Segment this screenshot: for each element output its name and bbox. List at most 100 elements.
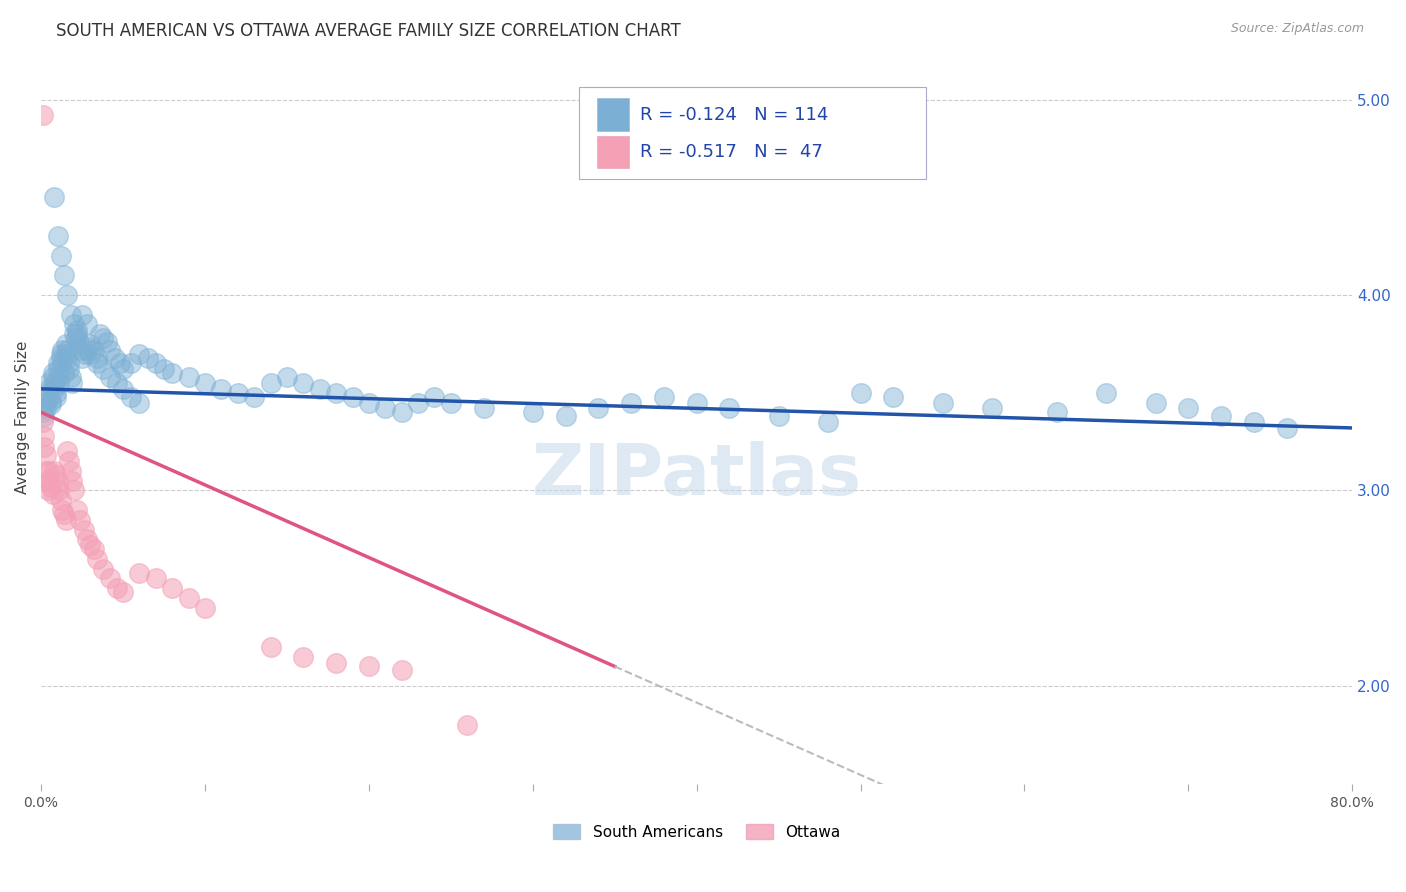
Point <box>75 346 97 360</box>
Point <box>93 331 115 345</box>
Point <box>59 370 82 384</box>
Point <box>63 318 86 332</box>
Point <box>357 395 380 409</box>
Point <box>66 327 89 342</box>
Point <box>768 409 790 424</box>
Point <box>56 288 79 302</box>
Point <box>44 190 66 204</box>
Point <box>55 346 77 360</box>
Point <box>112 585 135 599</box>
Point <box>48 370 70 384</box>
Point <box>391 663 413 677</box>
Text: R = -0.124   N = 114: R = -0.124 N = 114 <box>640 105 828 124</box>
Point <box>34 441 56 455</box>
Point <box>45 467 67 482</box>
Point <box>48 376 70 390</box>
Point <box>440 395 463 409</box>
Point <box>41 366 63 380</box>
Point <box>120 356 142 370</box>
Point <box>69 513 91 527</box>
Point <box>259 376 281 390</box>
Point <box>35 395 58 409</box>
Point <box>93 362 115 376</box>
Point <box>554 409 576 424</box>
Point <box>79 538 101 552</box>
Text: Source: ZipAtlas.com: Source: ZipAtlas.com <box>1230 22 1364 36</box>
Point <box>194 376 217 390</box>
Point <box>39 393 62 408</box>
Point <box>53 268 76 283</box>
Point <box>980 401 1002 416</box>
Point <box>39 397 62 411</box>
Point <box>128 566 150 580</box>
Point <box>35 401 58 416</box>
Point <box>73 523 96 537</box>
Point <box>58 362 80 376</box>
Text: SOUTH AMERICAN VS OTTAWA AVERAGE FAMILY SIZE CORRELATION CHART: SOUTH AMERICAN VS OTTAWA AVERAGE FAMILY … <box>56 22 681 40</box>
Point <box>65 331 87 345</box>
Point <box>44 464 66 478</box>
Point <box>38 382 60 396</box>
Point <box>98 571 121 585</box>
Point <box>1095 385 1118 400</box>
Point <box>89 327 111 342</box>
Point <box>194 600 217 615</box>
Point <box>128 346 150 360</box>
Point <box>86 351 108 365</box>
Point <box>145 356 167 370</box>
Point <box>79 337 101 351</box>
Point <box>51 356 73 370</box>
Point <box>53 507 76 521</box>
Point <box>108 356 131 370</box>
Point <box>48 483 70 498</box>
Point <box>259 640 281 654</box>
Point <box>177 591 200 605</box>
FancyBboxPatch shape <box>598 136 628 168</box>
Point <box>37 385 59 400</box>
Point <box>45 390 67 404</box>
Point <box>38 464 60 478</box>
Point <box>145 571 167 585</box>
Point <box>620 395 643 409</box>
Point <box>1243 415 1265 429</box>
Point <box>56 351 79 365</box>
Point <box>1046 405 1069 419</box>
Point <box>59 308 82 322</box>
Point <box>849 385 872 400</box>
Point <box>37 483 59 498</box>
Point <box>76 533 98 547</box>
Point <box>49 493 72 508</box>
Point <box>35 448 58 462</box>
Point <box>112 382 135 396</box>
Point <box>66 323 89 337</box>
Point <box>44 382 66 396</box>
Point <box>79 346 101 360</box>
Point <box>41 487 63 501</box>
Point <box>46 362 69 376</box>
Point <box>66 503 89 517</box>
Point <box>718 401 741 416</box>
Point <box>652 390 675 404</box>
Text: ZIPatlas: ZIPatlas <box>531 442 862 510</box>
Point <box>58 356 80 370</box>
Point <box>55 337 77 351</box>
Point <box>63 483 86 498</box>
Point <box>357 659 380 673</box>
Point <box>31 405 53 419</box>
Point <box>34 409 56 424</box>
Point <box>70 351 93 365</box>
Point <box>292 649 315 664</box>
Point <box>69 343 91 357</box>
Point <box>76 318 98 332</box>
Point <box>276 370 298 384</box>
Point <box>86 356 108 370</box>
Point <box>73 339 96 353</box>
Point <box>31 108 53 122</box>
Point <box>46 356 69 370</box>
Point <box>70 308 93 322</box>
Point <box>817 415 839 429</box>
Point <box>1144 395 1167 409</box>
Point <box>38 474 60 488</box>
Point <box>1211 409 1233 424</box>
Point <box>1177 401 1199 416</box>
